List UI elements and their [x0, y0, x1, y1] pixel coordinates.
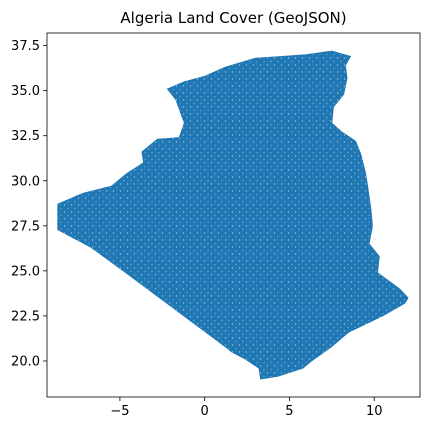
y-tick-label: 20.0 [11, 354, 40, 369]
y-tick-label: 27.5 [11, 219, 40, 234]
x-tick-label: 10 [366, 404, 383, 419]
y-tick-label: 32.5 [11, 129, 40, 144]
y-tick-label: 25.0 [11, 264, 40, 279]
y-tick-label: 30.0 [11, 174, 40, 189]
country-region-layer [57, 50, 409, 380]
y-tick-label: 35.0 [11, 84, 40, 99]
axes-frame [46, 32, 421, 398]
x-tick-label: 0 [201, 404, 209, 419]
x-tick-label: 5 [285, 404, 293, 419]
land-cover-texture [57, 51, 409, 379]
y-tick-label: 37.5 [11, 39, 40, 54]
chart-title: Algeria Land Cover (GeoJSON) [120, 9, 346, 27]
y-axis: 20.0 22.5 25.0 27.5 30.0 32.5 35.0 37.5 [11, 39, 47, 369]
x-tick-label: −5 [110, 404, 129, 419]
x-axis: −5 0 5 10 [110, 397, 382, 419]
y-tick-label: 22.5 [11, 309, 40, 324]
